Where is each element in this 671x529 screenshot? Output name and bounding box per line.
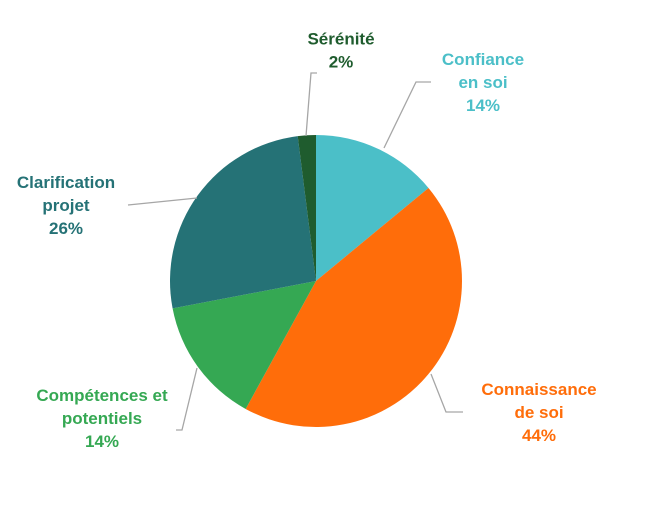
slice-category-label: de soi: [514, 403, 563, 422]
leader-lines-layer: [127, 72, 463, 431]
slice-category-label: en soi: [458, 73, 507, 92]
slice-category-label: Connaissance: [481, 380, 596, 399]
slice-label-connaissance: Connaissance de soi 44%: [481, 380, 596, 445]
slice-value-label: 26%: [49, 219, 83, 238]
pie-slice-clarification: [170, 136, 316, 309]
pie-slice-competences: [172, 281, 316, 409]
slice-category-label: Compétences et: [36, 386, 168, 405]
pie-slice-serenite: [297, 135, 316, 281]
slice-value-label: 14%: [466, 96, 500, 115]
slice-value-label: 14%: [85, 432, 119, 451]
slice-category-label: Confiance: [442, 50, 524, 69]
slice-label-serenite: Sérénité 2%: [307, 30, 374, 72]
slice-label-competences: Compétences et potentiels 14%: [36, 386, 168, 451]
slice-label-clarification: Clarification projet 26%: [17, 173, 115, 238]
slice-category-label: potentiels: [62, 409, 142, 428]
pie-slice-connaissance: [245, 187, 462, 427]
leader-line-connaissance: [430, 373, 463, 413]
slice-value-label: 2%: [329, 53, 354, 72]
labels-layer: Confiance en soi 14%Connaissance de soi 44%C…: [17, 30, 597, 452]
leader-line-confiance: [383, 81, 431, 149]
leader-line-clarification: [127, 197, 198, 206]
slice-category-label: projet: [42, 196, 90, 215]
slice-category-label: Clarification: [17, 173, 115, 192]
leader-line-serenite: [305, 72, 317, 137]
slice-category-label: Sérénité: [307, 30, 374, 49]
pie-slice-confiance: [316, 135, 429, 281]
leader-line-competences: [176, 367, 198, 431]
slice-label-confiance: Confiance en soi 14%: [442, 50, 524, 115]
slice-value-label: 44%: [522, 426, 556, 445]
slices-layer: [170, 135, 462, 427]
